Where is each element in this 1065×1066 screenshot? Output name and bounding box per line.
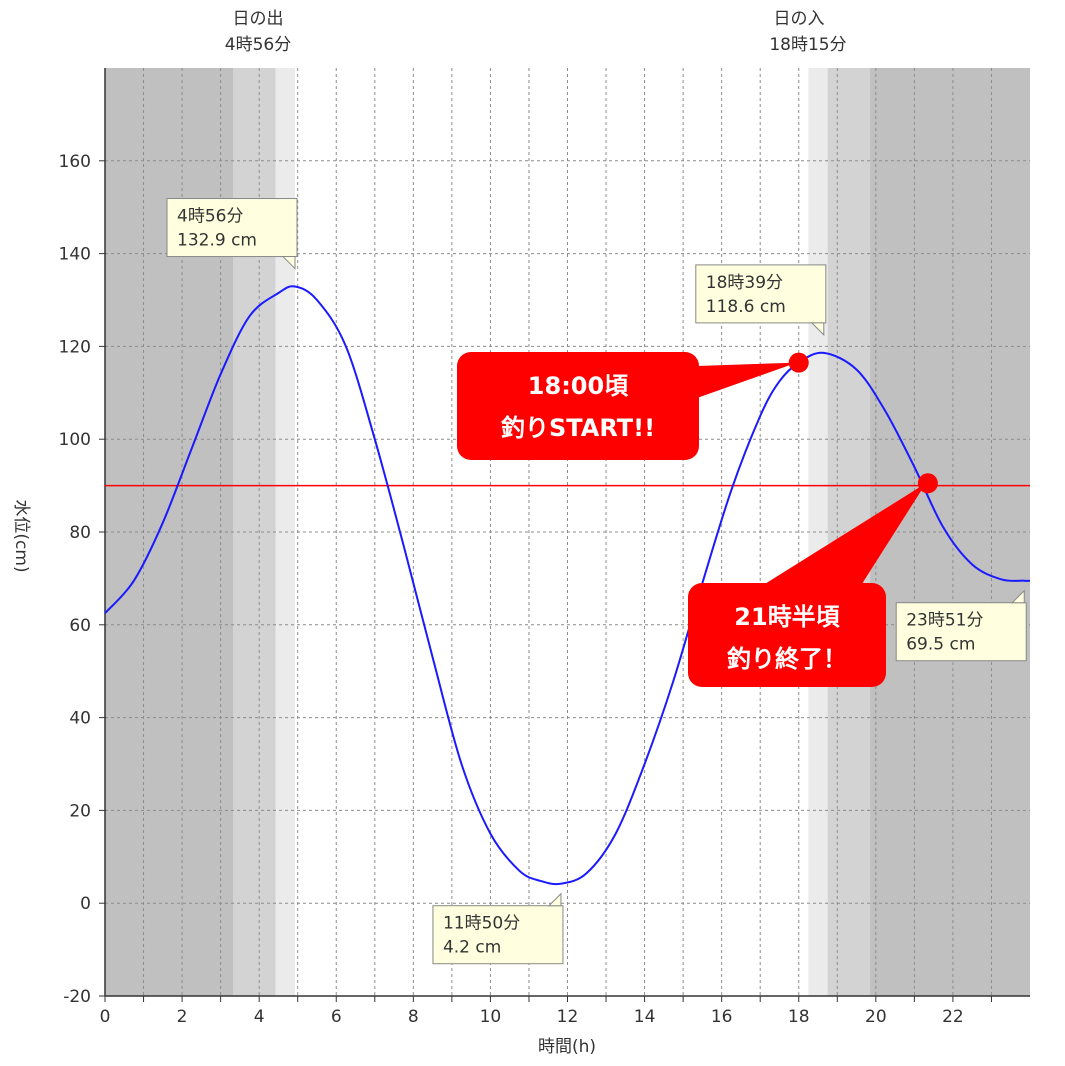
x-tick-label: 14 [634, 1007, 656, 1027]
highlight-line-2: 釣りSTART!! [501, 414, 655, 442]
sunrise-time: 4時56分 [225, 35, 291, 55]
highlight-pointer [760, 483, 926, 587]
callout-time: 23時51分 [906, 611, 983, 631]
highlight-marker [917, 473, 938, 494]
y-tick-label: 160 [59, 152, 91, 172]
x-tick-label: 0 [100, 1007, 111, 1027]
dusk-band [808, 68, 828, 996]
callout-value: 132.9 cm [177, 231, 257, 251]
callout-time: 11時50分 [443, 914, 520, 934]
y-tick-label: 140 [59, 245, 91, 265]
y-tick-label: 100 [59, 430, 91, 450]
callout-value: 69.5 cm [906, 635, 975, 655]
extreme-callout: 23時51分 69.5 cm [895, 589, 1027, 662]
highlight-box [688, 583, 886, 687]
tide-series [104, 285, 1031, 886]
callout-box [166, 198, 298, 258]
callout-time: 4時56分 [177, 207, 243, 227]
sunset-title: 日の入 [774, 9, 825, 29]
callout-value: 4.2 cm [443, 938, 501, 958]
grid-lines [105, 68, 1030, 996]
x-tick-label: 8 [408, 1007, 419, 1027]
callout-pointer [547, 892, 562, 907]
x-tick-label: 20 [865, 1007, 887, 1027]
y-tick-label: 20 [69, 801, 91, 821]
y-tick-label: 0 [80, 894, 91, 914]
callout-box [895, 602, 1027, 662]
highlight-line-1: 18:00頃 [528, 372, 629, 400]
highlight-marker [788, 352, 809, 373]
x-tick-label: 6 [331, 1007, 342, 1027]
y-tick-label: 120 [59, 337, 91, 357]
highlight-box [457, 352, 699, 460]
axes: 0 2 4 6 8 10 12 14 16 18 20 22 -20 0 20 40 60 80 100 120 140… [59, 68, 1030, 1027]
x-tick-label: 18 [788, 1007, 810, 1027]
x-tick-label: 16 [711, 1007, 733, 1027]
callout-pointer [810, 322, 825, 337]
callout-pointer [1011, 589, 1025, 604]
night-band [870, 68, 1030, 996]
highlight-line-1: 21時半頃 [734, 603, 840, 631]
callout-box [695, 264, 827, 324]
callout-box [432, 905, 564, 965]
extreme-callout: 11時50分 4.2 cm [432, 892, 564, 965]
x-tick-label: 22 [942, 1007, 964, 1027]
x-axis-title: 時間(h) [538, 1037, 596, 1057]
x-tick-label: 12 [557, 1007, 579, 1027]
x-tick-label: 4 [254, 1007, 265, 1027]
callout-pointer [281, 256, 296, 270]
tide-line [104, 285, 1031, 886]
sunset-time: 18時15分 [769, 35, 846, 55]
extreme-callout: 18時39分 118.6 cm [695, 264, 827, 337]
y-tick-label: 40 [69, 709, 91, 729]
y-tick-label: 80 [69, 523, 91, 543]
x-tick-label: 10 [480, 1007, 502, 1027]
sunrise-title: 日の出 [233, 9, 284, 29]
y-tick-label: 60 [69, 616, 91, 636]
callout-value: 118.6 cm [706, 297, 786, 317]
y-axis-title: 水位(cm) [11, 499, 31, 572]
y-tick-label: -20 [63, 987, 91, 1007]
callout-time: 18時39分 [706, 273, 783, 293]
highlight-pointer [697, 362, 797, 398]
x-tick-label: 2 [177, 1007, 188, 1027]
highlight-line-2: 釣り終了！ [727, 645, 847, 673]
extreme-callout: 4時56分 132.9 cm [166, 198, 298, 270]
extreme-callouts: 4時56分 132.9 cm 18時39分 118.6 cm 11時50分 4.2 cm 2… [166, 198, 1027, 965]
